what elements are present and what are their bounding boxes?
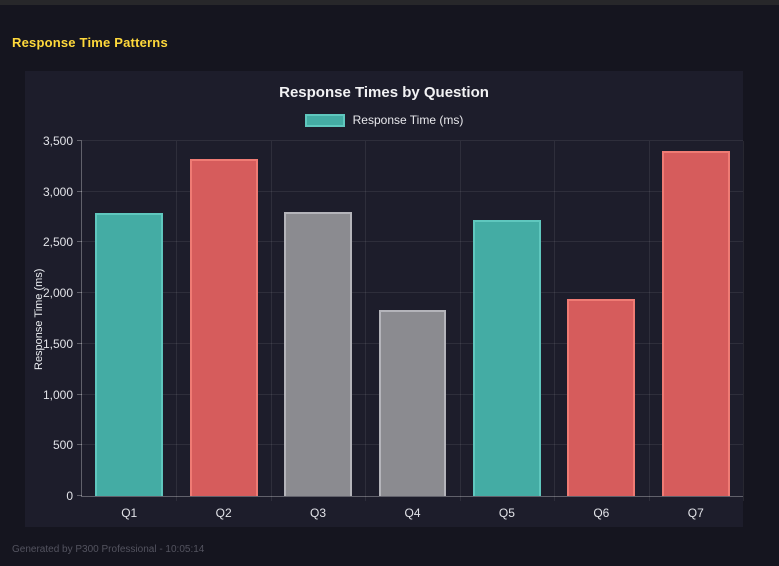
- gridline-vertical: [365, 141, 367, 501]
- y-tick-label: 0: [66, 489, 73, 503]
- legend-swatch: [304, 113, 345, 127]
- y-axis-tick: [77, 342, 82, 344]
- y-axis-tick: [77, 393, 82, 395]
- gridline-horizontal: [82, 190, 743, 192]
- gridline-vertical: [270, 141, 272, 501]
- gridline-vertical: [459, 141, 461, 501]
- gridline-vertical: [176, 141, 178, 501]
- gridline-vertical: [554, 141, 556, 501]
- gridline-horizontal: [82, 241, 743, 243]
- x-tick-label: Q3: [310, 506, 327, 520]
- x-tick-label: Q7: [687, 506, 704, 520]
- x-tick-label: Q6: [593, 506, 610, 520]
- gridline-vertical: [648, 141, 650, 501]
- y-tick-label: 1,500: [42, 336, 73, 351]
- x-tick-label: Q4: [404, 506, 421, 520]
- x-tick-label: Q1: [121, 506, 138, 520]
- gridline-horizontal: [82, 292, 743, 294]
- y-tick-label: 3,500: [42, 134, 73, 148]
- y-tick-label: 2,500: [42, 235, 73, 250]
- status-bar-text: Generated by P300 Professional - 10:05:1…: [12, 544, 205, 555]
- x-tick-label: Q5: [498, 506, 515, 520]
- y-tick-label: 1,000: [42, 387, 73, 402]
- bar-q6[interactable]: [567, 299, 636, 496]
- legend-label: Response Time (ms): [352, 113, 464, 127]
- plot-area: 0 500 1,000 1,500 2,000 2,500 3,000 3,500 Q1 Q2 Q3…: [43, 134, 744, 520]
- chart-legend[interactable]: Response Time (ms): [25, 113, 743, 127]
- y-axis-tick: [77, 495, 82, 496]
- bar-q7[interactable]: [661, 151, 730, 496]
- y-axis-tick: [77, 292, 82, 294]
- y-tick-label: 3,000: [42, 184, 73, 199]
- bar-q5[interactable]: [472, 220, 541, 496]
- chart-panel: Response Times by Question Response Time…: [25, 71, 744, 527]
- gridline-vertical: [743, 141, 744, 501]
- bar-q4[interactable]: [378, 310, 447, 496]
- y-axis-tick: [77, 444, 82, 446]
- y-tick-label: 2,000: [42, 286, 73, 301]
- y-axis-tick: [77, 241, 82, 243]
- bar-q2[interactable]: [189, 159, 258, 496]
- y-tick-label: 500: [52, 438, 73, 453]
- page-title: Response Time Patterns: [12, 35, 168, 50]
- chart-title: Response Times by Question: [279, 84, 489, 101]
- y-axis-tick: [77, 190, 82, 192]
- window-top-strip: [0, 0, 779, 5]
- gridline-horizontal: [82, 140, 743, 141]
- bar-q1[interactable]: [95, 213, 164, 496]
- x-tick-label: Q2: [215, 506, 232, 520]
- y-axis-tick: [77, 140, 82, 141]
- bar-q3[interactable]: [284, 212, 353, 496]
